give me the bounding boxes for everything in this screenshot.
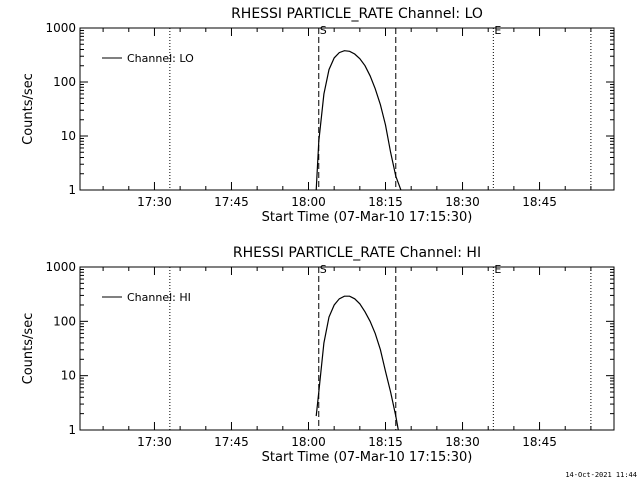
chart-panel-lo: RHESSI PARTICLE_RATE Channel: LO 17:30 17:… xyxy=(21,6,615,225)
series-line xyxy=(315,295,399,430)
x-tick-label: 18:15 xyxy=(368,435,403,449)
chart-title: RHESSI PARTICLE_RATE Channel: LO xyxy=(231,6,483,22)
x-tick-label: 18:00 xyxy=(291,195,326,209)
y-axis-label: Counts/sec xyxy=(21,313,36,385)
legend-label: Channel: LO xyxy=(127,52,194,65)
chart-figure: RHESSI PARTICLE_RATE Channel: LO 17:30 17:… xyxy=(21,6,615,465)
y-axis-label: Counts/sec xyxy=(21,73,36,145)
chart-panel-hi: RHESSI PARTICLE_RATE Channel: HI 17:30 17:… xyxy=(21,245,615,465)
y-tick-label: 100 xyxy=(53,75,76,89)
x-axis-label: Start Time (07-Mar-10 17:15:30) xyxy=(262,450,473,465)
marker-label: E xyxy=(494,263,501,276)
x-tick-label: 17:45 xyxy=(214,195,249,209)
chart-title: RHESSI PARTICLE_RATE Channel: HI xyxy=(233,245,481,261)
y-tick-label: 10 xyxy=(61,369,76,383)
marker-label: E xyxy=(494,24,501,37)
x-tick-label: 18:30 xyxy=(445,435,480,449)
x-tick-label: 18:45 xyxy=(522,195,557,209)
y-tick-label: 1 xyxy=(68,423,76,437)
marker-label: S xyxy=(320,24,327,37)
series-line xyxy=(315,50,402,190)
plot-frame xyxy=(79,27,615,191)
x-tick-label: 18:30 xyxy=(445,195,480,209)
x-tick-label: 17:30 xyxy=(137,435,172,449)
x-axis-label: Start Time (07-Mar-10 17:15:30) xyxy=(262,210,473,225)
y-tick-label: 10 xyxy=(61,129,76,143)
footer-timestamp: 14-Oct-2021 11:44 xyxy=(565,471,637,479)
legend-label: Channel: HI xyxy=(127,291,191,304)
marker-label: S xyxy=(320,263,327,276)
x-tick-label: 18:00 xyxy=(291,435,326,449)
x-tick-label: 18:15 xyxy=(368,195,403,209)
y-tick-label: 100 xyxy=(53,314,76,328)
x-tick-label: 17:30 xyxy=(137,195,172,209)
x-tick-label: 17:45 xyxy=(214,435,249,449)
y-tick-label: 1 xyxy=(68,183,76,197)
y-tick-label: 1000 xyxy=(45,21,76,35)
x-tick-label: 18:45 xyxy=(522,435,557,449)
y-tick-label: 1000 xyxy=(45,260,76,274)
plot-frame xyxy=(79,266,615,431)
